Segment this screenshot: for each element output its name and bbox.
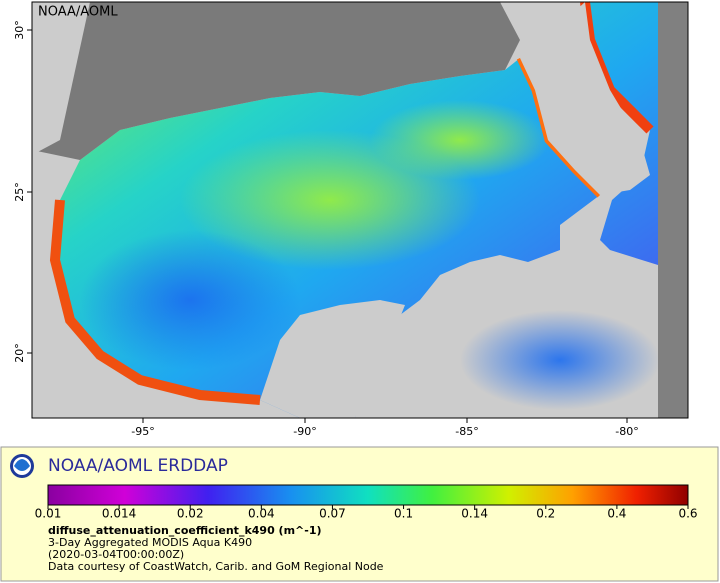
legend-title: NOAA/AOML ERDDAP <box>48 456 228 476</box>
ocean-texture <box>370 100 550 180</box>
lat-tick-label: 25° <box>13 182 26 202</box>
ocean-texture <box>460 310 660 410</box>
colorbar-tick-label: 0.02 <box>177 507 204 521</box>
lon-tick-label: -95° <box>131 425 154 438</box>
caption-line: Data courtesy of CoastWatch, Carib. and … <box>48 560 384 573</box>
land <box>470 255 655 305</box>
watermark: NOAA/AOML <box>38 5 118 20</box>
colorbar-tick-label: 0.1 <box>394 507 413 521</box>
caption-line: 3-Day Aggregated MODIS Aqua K490 <box>48 536 252 549</box>
lon-tick-label: -90° <box>293 425 316 438</box>
land <box>520 2 650 195</box>
no-data-area <box>32 2 520 160</box>
ocean-texture <box>80 230 300 370</box>
colorbar-tick-label: 0.07 <box>319 507 346 521</box>
legend-panel <box>0 446 719 582</box>
variable-name: diffuse_attenuation_coefficient_k490 (m^… <box>48 524 322 537</box>
caption-line: (2020-03-04T00:00:00Z) <box>48 548 184 561</box>
colorbar-tick-label: 0.4 <box>607 507 626 521</box>
lon-tick-label: -80° <box>615 425 638 438</box>
lon-tick-label: -85° <box>455 425 478 438</box>
map-frame <box>31 1 689 419</box>
colorbar-tick-label: 0.6 <box>678 507 697 521</box>
colorbar-tick-label: 0.04 <box>248 507 275 521</box>
lat-tick-label: 30° <box>13 20 26 40</box>
noaa-logo <box>10 454 34 478</box>
colorbar-tick-label: 0.014 <box>102 507 136 521</box>
colorbar-tick-label: 0.2 <box>536 507 555 521</box>
colorbar <box>47 484 689 506</box>
map: NOAA/AOML <box>31 1 689 419</box>
colorbar-tick-label: 0.01 <box>35 507 62 521</box>
lat-tick-label: 20° <box>13 343 26 363</box>
colorbar-tick-label: 0.14 <box>461 507 488 521</box>
land <box>260 300 405 418</box>
land <box>32 2 90 155</box>
logo-bird <box>14 459 30 471</box>
no-data-area <box>658 2 688 418</box>
coastal-high <box>49 199 261 405</box>
